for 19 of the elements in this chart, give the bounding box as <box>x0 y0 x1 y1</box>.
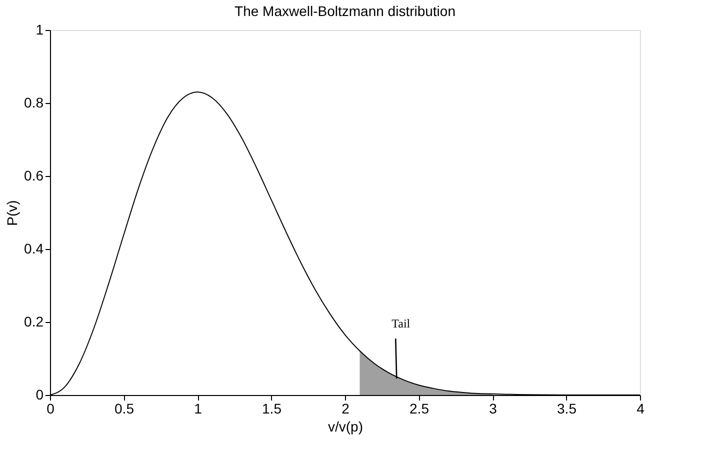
chart-title: The Maxwell-Boltzmann distribution <box>234 3 456 19</box>
y-tick-label: 0.2 <box>24 314 44 330</box>
y-tick-label: 0.4 <box>24 240 44 256</box>
y-tick-label: 0.6 <box>24 168 44 184</box>
annotation: Tail <box>392 316 411 331</box>
y-tick-label: 0.8 <box>24 94 44 110</box>
x-tick-label: 3 <box>489 400 498 416</box>
x-tick-label: 0.5 <box>114 400 134 416</box>
x-tick-label: 4 <box>636 400 645 416</box>
x-tick-label: 1.5 <box>262 400 282 416</box>
x-tick-label: 1 <box>194 400 202 416</box>
x-tick-label: 2.5 <box>410 400 430 416</box>
y-tick-label: 1 <box>36 22 44 38</box>
x-tick-label: 3.5 <box>557 400 577 416</box>
x-tick-label: 0 <box>46 400 55 416</box>
x-tick-label: 2 <box>342 400 350 416</box>
y-axis-title: P(v) <box>4 200 20 226</box>
x-axis-title: v/v(p) <box>328 418 363 434</box>
y-tick-label: 0 <box>36 386 44 402</box>
